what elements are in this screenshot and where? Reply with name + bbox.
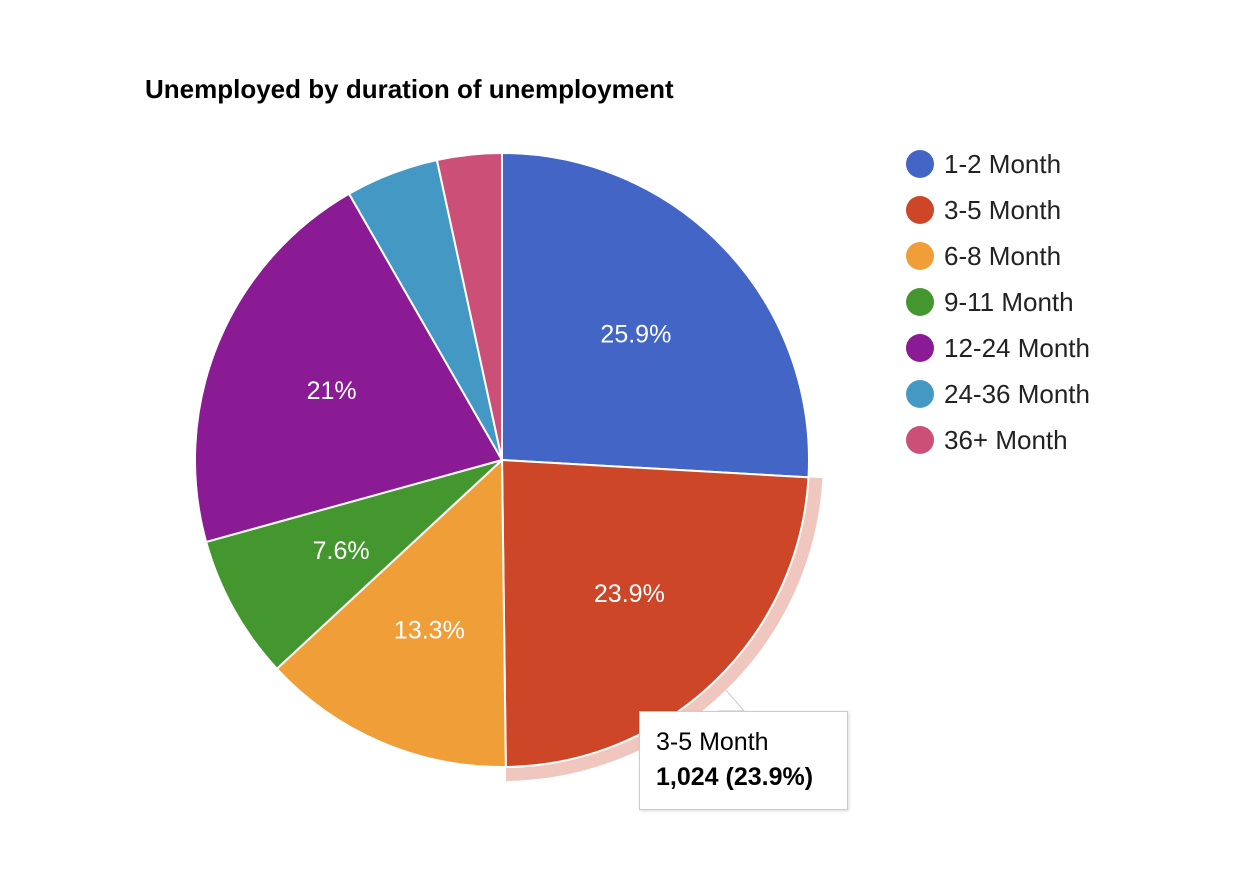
tooltip-value: 1,024 (23.9%) [656,763,814,791]
legend-swatch [906,380,934,408]
legend-item-1-2-month[interactable]: 1-2 Month [906,149,1061,179]
legend-item-3-5-month[interactable]: 3-5 Month [906,195,1061,225]
slice-label-9-11-month: 7.6% [313,537,370,565]
legend-item-24-36-month[interactable]: 24-36 Month [906,379,1090,409]
legend-item-6-8-month[interactable]: 6-8 Month [906,241,1061,271]
legend-item-36-month[interactable]: 36+ Month [906,425,1068,455]
legend-label: 6-8 Month [944,241,1061,271]
legend-swatch [906,150,934,178]
legend-swatch [906,288,934,316]
legend-item-9-11-month[interactable]: 9-11 Month [906,287,1074,317]
slice-label-6-8-month: 13.3% [394,616,465,644]
legend-swatch [906,242,934,270]
pie-slice-12-24-month[interactable] [194,192,504,544]
slice-label-1-2-month: 25.9% [600,320,671,348]
pie-slice-36-month[interactable] [435,151,503,461]
tooltip-category: 3-5 Month [656,728,769,756]
chart-title: Unemployed by duration of unemployment [145,74,674,104]
tooltip: 3-5 Month 1,024 (23.9%) [639,711,848,810]
legend-label: 9-11 Month [944,287,1074,317]
legend-label: 3-5 Month [944,195,1061,225]
legend-label: 1-2 Month [944,149,1061,179]
legend-label: 24-36 Month [944,379,1090,409]
pie-slice-1-2-month[interactable] [501,151,810,479]
legend-label: 36+ Month [944,425,1068,455]
slice-label-12-24-month: 21% [307,377,357,405]
pie-slice-9-11-month[interactable] [204,459,503,671]
legend-label: 12-24 Month [944,333,1090,363]
legend-swatch [906,196,934,224]
pie-slice-6-8-month[interactable] [275,457,507,768]
pie-slice-3-5-month[interactable] [500,458,810,768]
slice-label-3-5-month: 23.9% [594,580,665,608]
legend-swatch [906,334,934,362]
legend-swatch [906,426,934,454]
legend-item-12-24-month[interactable]: 12-24 Month [906,333,1090,363]
